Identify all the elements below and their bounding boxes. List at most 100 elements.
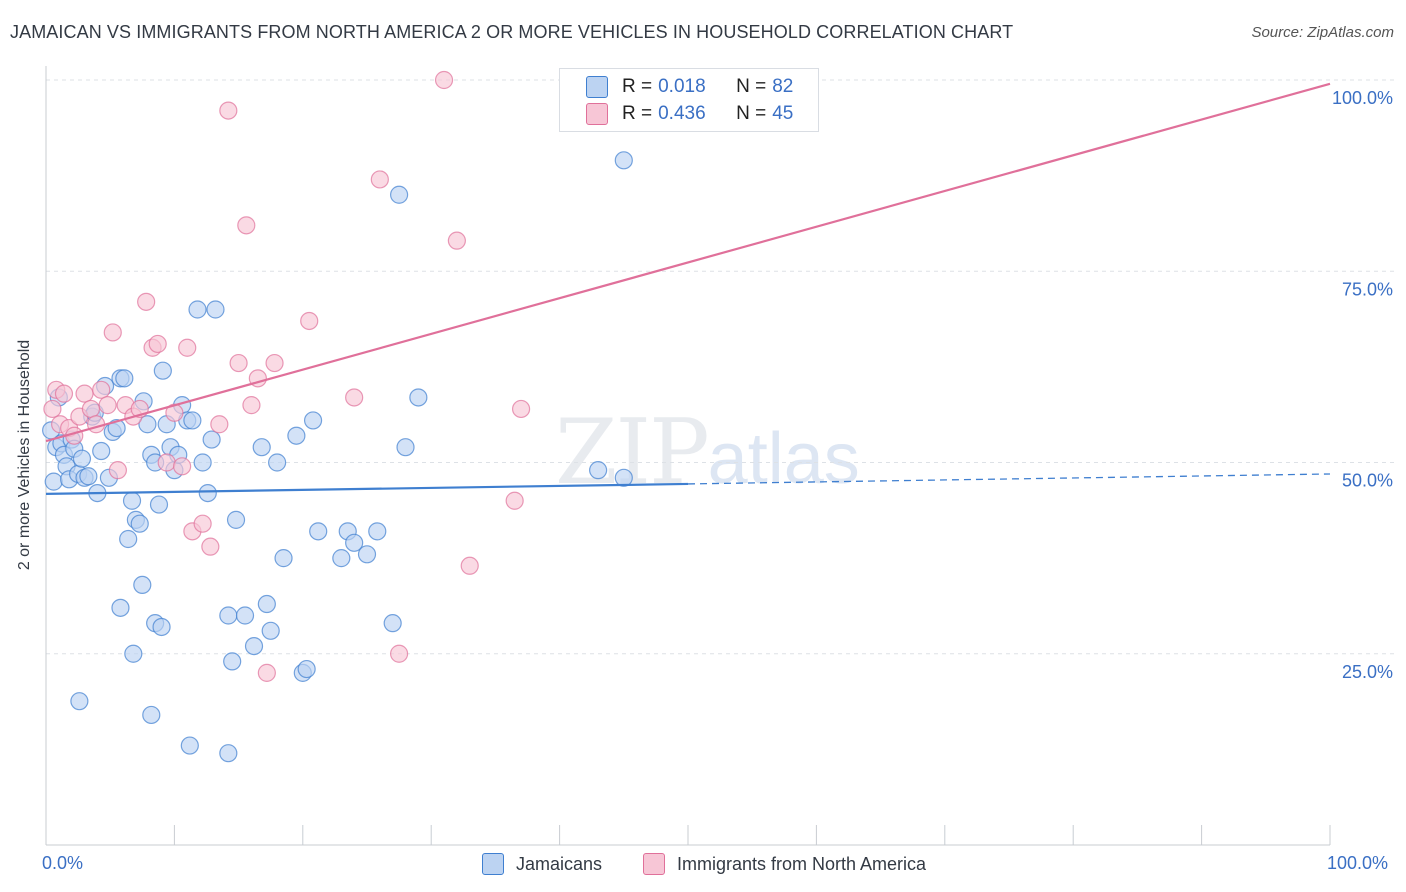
data-point-immigrants <box>193 514 212 533</box>
data-point-jamaicans <box>180 736 199 755</box>
data-point-immigrants <box>103 323 122 342</box>
y-tick-label: 100.0% <box>1332 88 1393 108</box>
data-point-immigrants <box>390 644 409 663</box>
data-point-jamaicans <box>390 185 409 204</box>
data-point-immigrants <box>447 231 466 250</box>
watermark-zip: ZIP <box>555 400 710 505</box>
bottom-legend-immigrants: Immigrants from North America <box>643 851 926 877</box>
data-point-immigrants <box>75 384 94 403</box>
data-point-jamaicans <box>368 522 387 541</box>
data-point-jamaicans <box>345 533 364 552</box>
data-point-immigrants <box>178 338 197 357</box>
data-point-immigrants <box>81 399 101 419</box>
trend-line-jamaicans <box>45 482 689 495</box>
data-point-jamaicans <box>138 415 157 434</box>
data-point-immigrants <box>54 384 74 403</box>
data-point-jamaicans <box>107 418 126 438</box>
x-tick-label-max: 100.0% <box>1327 853 1389 873</box>
trend-line-immigrants <box>45 82 1331 443</box>
data-point-jamaicans <box>44 472 63 491</box>
data-point-jamaicans <box>252 438 271 457</box>
data-point-jamaicans <box>268 453 287 472</box>
data-point-jamaicans <box>244 636 264 656</box>
data-point-immigrants <box>137 292 156 311</box>
legend-swatch-blue <box>586 76 608 98</box>
legend-n-value: 82 <box>772 76 794 97</box>
data-point-immigrants <box>237 216 256 235</box>
legend-n-value: 45 <box>772 103 794 124</box>
legend-r-label: R = <box>622 103 653 124</box>
data-point-immigrants <box>92 380 111 399</box>
data-point-immigrants <box>229 353 248 373</box>
data-point-jamaicans <box>142 705 161 725</box>
source-label: Source: ZipAtlas.com <box>1251 24 1394 41</box>
data-point-jamaicans <box>193 453 212 472</box>
data-point-jamaicans <box>79 467 98 486</box>
data-point-immigrants <box>210 415 229 434</box>
watermark-atlas: atlas <box>707 419 860 499</box>
data-point-jamaicans <box>409 388 428 407</box>
data-point-jamaicans <box>332 549 351 568</box>
data-point-jamaicans <box>152 617 171 637</box>
legend-swatch-pink <box>586 103 608 125</box>
data-point-jamaicans <box>357 545 377 564</box>
bottom-legend-swatch-blue <box>482 853 504 875</box>
data-point-jamaicans <box>235 606 255 625</box>
data-point-jamaicans <box>72 449 92 468</box>
data-point-jamaicans <box>198 484 217 503</box>
data-point-jamaicans <box>149 495 169 514</box>
chart-title: JAMAICAN VS IMMIGRANTS FROM NORTH AMERIC… <box>10 22 1014 42</box>
y-tick-label: 50.0% <box>1342 471 1393 491</box>
data-point-jamaicans <box>226 510 246 529</box>
data-point-immigrants <box>43 399 62 419</box>
legend-r-value: 0.018 <box>658 76 706 97</box>
data-point-immigrants <box>434 70 454 90</box>
data-point-jamaicans <box>309 522 328 541</box>
y-tick-label: 25.0% <box>1342 662 1393 682</box>
data-point-jamaicans <box>383 614 402 633</box>
data-point-immigrants <box>265 353 284 373</box>
data-point-jamaicans <box>188 300 207 319</box>
data-point-immigrants <box>108 461 128 480</box>
data-point-jamaicans <box>219 744 238 763</box>
data-point-immigrants <box>201 537 220 556</box>
data-point-immigrants <box>345 388 364 407</box>
data-point-immigrants <box>98 396 117 415</box>
data-point-jamaicans <box>219 606 238 625</box>
y-tick-label: 75.0% <box>1342 279 1393 299</box>
legend-r-label: R = <box>622 76 653 97</box>
data-point-immigrants <box>157 453 176 472</box>
data-point-jamaicans <box>614 151 633 170</box>
data-point-jamaicans <box>130 514 149 533</box>
x-tick-label-min: 0.0% <box>42 853 84 873</box>
watermark: ZIPatlas <box>555 400 860 505</box>
data-point-jamaicans <box>183 411 202 430</box>
data-point-jamaicans <box>223 652 242 671</box>
legend: R = 0.018 N = 82 R = 0.436 N = 45 <box>559 68 819 132</box>
data-point-jamaicans <box>303 411 323 430</box>
trend-line-jamaicans-projection <box>687 473 1331 485</box>
data-point-immigrants <box>86 415 106 434</box>
data-point-jamaicans <box>202 430 221 449</box>
data-point-jamaicans <box>115 369 134 388</box>
data-point-immigrants <box>242 396 261 415</box>
data-point-jamaicans <box>122 491 142 510</box>
y-axis-label: 2 or more Vehicles in Household <box>16 339 33 571</box>
data-point-jamaicans <box>396 438 415 457</box>
data-point-immigrants <box>300 311 319 331</box>
data-point-immigrants <box>370 170 389 189</box>
data-point-jamaicans <box>274 549 293 568</box>
data-point-immigrants <box>505 491 524 510</box>
data-point-jamaicans <box>111 598 130 617</box>
bottom-legend-label: Immigrants from North America <box>677 853 927 874</box>
data-point-jamaicans <box>70 692 89 711</box>
data-point-immigrants <box>148 334 167 354</box>
data-point-immigrants <box>460 556 479 575</box>
data-point-jamaicans <box>261 621 280 640</box>
data-point-jamaicans <box>257 594 276 614</box>
legend-n-label: N = <box>736 103 767 124</box>
data-point-jamaicans <box>153 361 172 380</box>
legend-n-label: N = <box>736 76 767 97</box>
data-point-jamaicans <box>133 575 152 595</box>
legend-r-value: 0.436 <box>658 103 706 124</box>
